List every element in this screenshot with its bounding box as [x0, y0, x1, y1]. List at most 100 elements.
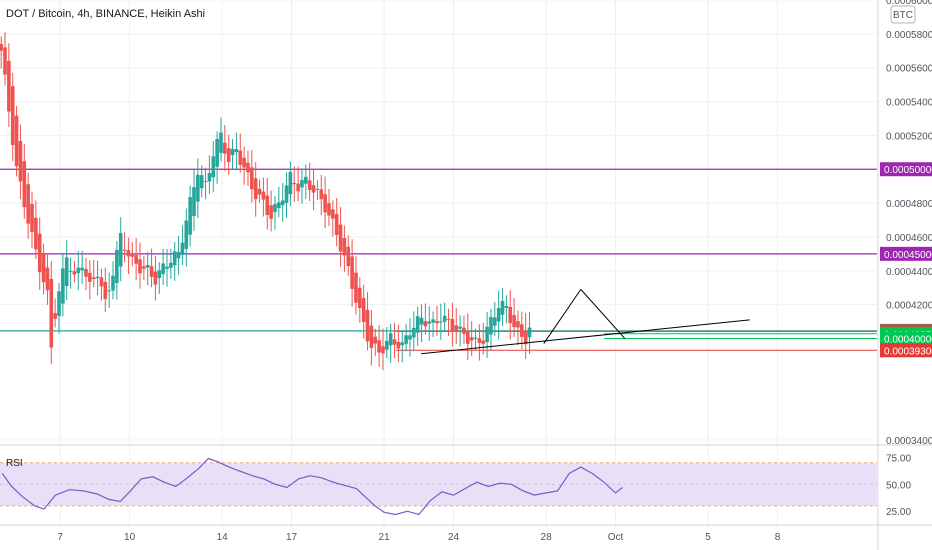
candle-body[interactable] [280, 200, 285, 206]
candle-body[interactable] [458, 326, 462, 329]
candle-body[interactable] [381, 346, 385, 354]
candle-body[interactable] [145, 264, 150, 268]
candle-body[interactable] [508, 306, 513, 324]
candle-body[interactable] [142, 266, 146, 269]
candle-body[interactable] [454, 325, 459, 333]
candle-body[interactable] [99, 277, 104, 287]
candle-body[interactable] [115, 249, 119, 284]
candle-body[interactable] [103, 281, 108, 300]
candle-body[interactable] [18, 140, 23, 182]
candle-body[interactable] [512, 315, 516, 328]
candle-body[interactable] [134, 254, 138, 264]
candle-body[interactable] [84, 268, 88, 277]
candle-body[interactable] [300, 180, 304, 188]
trendlines[interactable] [421, 289, 750, 355]
candle-body[interactable] [161, 263, 165, 275]
candle-body[interactable] [504, 305, 509, 308]
candle-body[interactable] [516, 321, 520, 328]
candle-body[interactable] [361, 297, 366, 322]
candle-body[interactable] [485, 326, 489, 343]
candle-body[interactable] [419, 317, 424, 325]
candle-body[interactable] [192, 187, 196, 216]
candle-body[interactable] [157, 270, 162, 279]
candle-body[interactable] [22, 161, 27, 208]
candle-body[interactable] [41, 252, 46, 283]
candle-body[interactable] [26, 184, 30, 224]
candle-body[interactable] [400, 342, 405, 346]
candle-body[interactable] [261, 191, 266, 200]
candle-body[interactable] [396, 341, 401, 349]
candle-body[interactable] [415, 316, 420, 333]
candle-body[interactable] [215, 139, 219, 167]
candle-body[interactable] [284, 185, 289, 203]
candle-body[interactable] [95, 276, 100, 279]
candle-body[interactable] [427, 321, 432, 324]
candle-body[interactable] [34, 217, 38, 250]
candle-body[interactable] [354, 272, 358, 303]
horizontal-levels[interactable] [0, 168, 877, 351]
candle-body[interactable] [481, 340, 486, 344]
candle-body[interactable] [288, 171, 293, 195]
candle-body[interactable] [334, 214, 339, 235]
candle-body[interactable] [91, 277, 96, 279]
candle-body[interactable] [404, 335, 408, 344]
candle-body[interactable] [493, 317, 497, 326]
candle-body[interactable] [442, 315, 447, 322]
candle-body[interactable] [130, 253, 135, 257]
candle-body[interactable] [327, 203, 331, 216]
candle-body[interactable] [331, 209, 335, 219]
candle-body[interactable] [423, 321, 428, 327]
candle-body[interactable] [3, 47, 7, 75]
candle-body[interactable] [188, 197, 192, 235]
candle-body[interactable] [496, 308, 501, 322]
candle-body[interactable] [523, 330, 528, 345]
candle-body[interactable] [45, 267, 50, 291]
candle-body[interactable] [323, 194, 327, 213]
candle-body[interactable] [223, 142, 227, 154]
candle-body[interactable] [176, 251, 181, 259]
candle-body[interactable] [385, 340, 389, 350]
candle-body[interactable] [342, 237, 347, 256]
candle-body[interactable] [10, 86, 15, 146]
candle-body[interactable] [373, 336, 378, 344]
candle-body[interactable] [180, 242, 185, 256]
candle-body[interactable] [0, 44, 3, 51]
candle-body[interactable] [88, 272, 92, 282]
candle-body[interactable] [165, 266, 169, 269]
candle-body[interactable] [315, 188, 320, 190]
candle-body[interactable] [37, 233, 42, 273]
candle-body[interactable] [234, 149, 239, 153]
candle-body[interactable] [203, 181, 208, 183]
candle-body[interactable] [138, 259, 142, 274]
candle-body[interactable] [226, 148, 231, 163]
candle-body[interactable] [527, 327, 532, 338]
candle-body[interactable] [61, 268, 65, 304]
candle-body[interactable] [118, 233, 123, 267]
candle-body[interactable] [446, 318, 451, 320]
candle-body[interactable] [68, 270, 73, 272]
candle-body[interactable] [126, 250, 131, 257]
candle-body[interactable] [477, 338, 482, 343]
candle-body[interactable] [199, 175, 204, 189]
candle-body[interactable] [57, 291, 61, 317]
candle-body[interactable] [435, 320, 439, 324]
candle-body[interactable] [277, 202, 281, 209]
candle-body[interactable] [439, 321, 443, 323]
candle-body[interactable] [520, 324, 524, 337]
candle-body[interactable] [296, 183, 300, 192]
candle-body[interactable] [230, 148, 235, 156]
candle-body[interactable] [207, 173, 212, 182]
candle-body[interactable] [431, 319, 435, 323]
candle-body[interactable] [169, 262, 173, 268]
candle-body[interactable] [149, 266, 154, 277]
trendline[interactable] [421, 319, 750, 355]
candle-body[interactable] [319, 189, 324, 200]
candle-body[interactable] [304, 176, 308, 184]
candle-body[interactable] [238, 150, 243, 165]
candle-body[interactable] [257, 188, 262, 195]
candles[interactable] [0, 32, 532, 371]
candle-body[interactable] [196, 174, 200, 202]
candle-body[interactable] [338, 224, 343, 252]
candle-body[interactable] [346, 246, 351, 266]
